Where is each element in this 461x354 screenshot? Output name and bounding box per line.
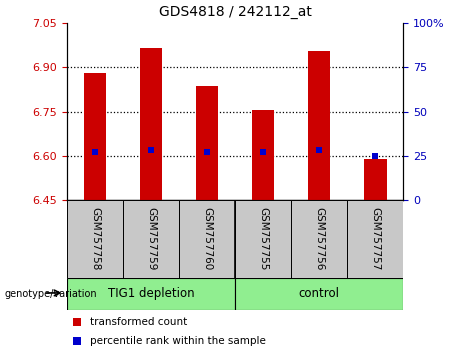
Text: GSM757757: GSM757757 bbox=[370, 207, 380, 271]
Bar bbox=[252, 110, 274, 200]
Text: GSM757755: GSM757755 bbox=[258, 207, 268, 271]
Text: percentile rank within the sample: percentile rank within the sample bbox=[90, 336, 266, 346]
FancyBboxPatch shape bbox=[67, 278, 235, 310]
FancyBboxPatch shape bbox=[179, 200, 235, 278]
Text: genotype/variation: genotype/variation bbox=[5, 289, 97, 299]
Bar bbox=[308, 51, 331, 200]
Bar bbox=[196, 86, 218, 200]
FancyBboxPatch shape bbox=[291, 200, 347, 278]
Title: GDS4818 / 242112_at: GDS4818 / 242112_at bbox=[159, 5, 312, 19]
Bar bbox=[83, 73, 106, 200]
FancyBboxPatch shape bbox=[347, 200, 403, 278]
Text: GSM757756: GSM757756 bbox=[314, 207, 324, 271]
FancyBboxPatch shape bbox=[123, 200, 179, 278]
Bar bbox=[364, 159, 386, 200]
FancyBboxPatch shape bbox=[235, 200, 291, 278]
FancyBboxPatch shape bbox=[235, 278, 403, 310]
Text: transformed count: transformed count bbox=[90, 318, 188, 327]
FancyBboxPatch shape bbox=[67, 200, 123, 278]
Text: control: control bbox=[299, 287, 340, 300]
Text: GSM757760: GSM757760 bbox=[202, 207, 212, 270]
Text: GSM757759: GSM757759 bbox=[146, 207, 156, 271]
Bar bbox=[140, 48, 162, 200]
Text: TIG1 depletion: TIG1 depletion bbox=[108, 287, 194, 300]
Text: GSM757758: GSM757758 bbox=[90, 207, 100, 271]
